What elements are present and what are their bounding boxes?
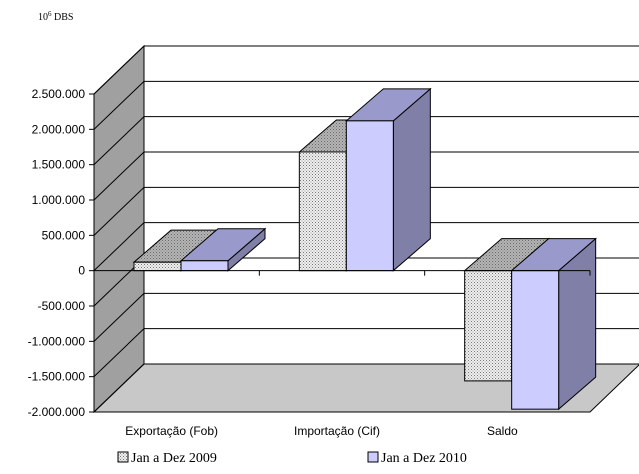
unit-label-suffix: DBS xyxy=(52,12,74,23)
y-tick-label: 1.500.000 xyxy=(32,158,86,172)
legend-label: Jan a Dez 2010 xyxy=(381,451,467,466)
gridline-side xyxy=(93,116,145,166)
y-tick-label: -1.000.000 xyxy=(28,334,86,348)
bar-front xyxy=(511,270,560,410)
gridline-side xyxy=(93,45,145,95)
y-tick-label: 1.000.000 xyxy=(32,193,86,207)
legend-item-1: Jan a Dez 2009 xyxy=(117,451,217,466)
category-label: Exportação (Fob) xyxy=(125,424,218,438)
gridline-side xyxy=(93,292,145,342)
bar-2-2 xyxy=(344,87,432,272)
bar-front xyxy=(133,261,182,272)
gridline-side xyxy=(93,328,145,378)
bars xyxy=(132,87,598,411)
category-labels: Exportação (Fob) Importação (Cif) Saldo xyxy=(125,424,518,438)
x-axis xyxy=(93,270,591,276)
y-tick-label: 0 xyxy=(78,264,85,278)
y-tick-label: -1.500.000 xyxy=(28,370,86,384)
y-tick-label: -2.000.000 xyxy=(28,405,86,419)
bar-front xyxy=(298,151,347,272)
legend-swatch xyxy=(117,451,129,463)
unit-label-exponent: 6 xyxy=(48,10,52,18)
y-tick-label: 2.000.000 xyxy=(32,122,86,136)
gridline-side xyxy=(93,151,145,201)
legend: Jan a Dez 2009 Jan a Dez 2010 xyxy=(117,451,467,466)
y-axis-tick-labels: -2.000.000 -1.500.000 -1.000.000 -500.000 0 5… xyxy=(28,87,86,419)
unit-label: 106 DBS xyxy=(38,10,73,23)
y-tick-label: 2.500.000 xyxy=(32,87,86,101)
legend-label: Jan a Dez 2009 xyxy=(131,451,217,466)
legend-swatch xyxy=(367,451,379,463)
left-wall xyxy=(93,44,145,414)
unit-label-base: 10 xyxy=(38,12,48,23)
gridline-side xyxy=(93,363,145,413)
bar-front xyxy=(180,260,229,272)
category-label: Saldo xyxy=(487,424,518,438)
bar-2-3 xyxy=(510,237,598,411)
y-tick-label: -500.000 xyxy=(38,299,86,313)
bar-2-1 xyxy=(179,227,267,272)
y-tick-label: 500.000 xyxy=(42,228,86,242)
bar-front xyxy=(464,270,513,382)
bar-front xyxy=(345,120,394,272)
gridline-side xyxy=(93,186,145,236)
legend-item-2: Jan a Dez 2010 xyxy=(367,451,467,466)
category-label: Importação (Cif) xyxy=(294,424,380,438)
gridline-side xyxy=(93,80,145,130)
gridline-side xyxy=(93,222,145,272)
